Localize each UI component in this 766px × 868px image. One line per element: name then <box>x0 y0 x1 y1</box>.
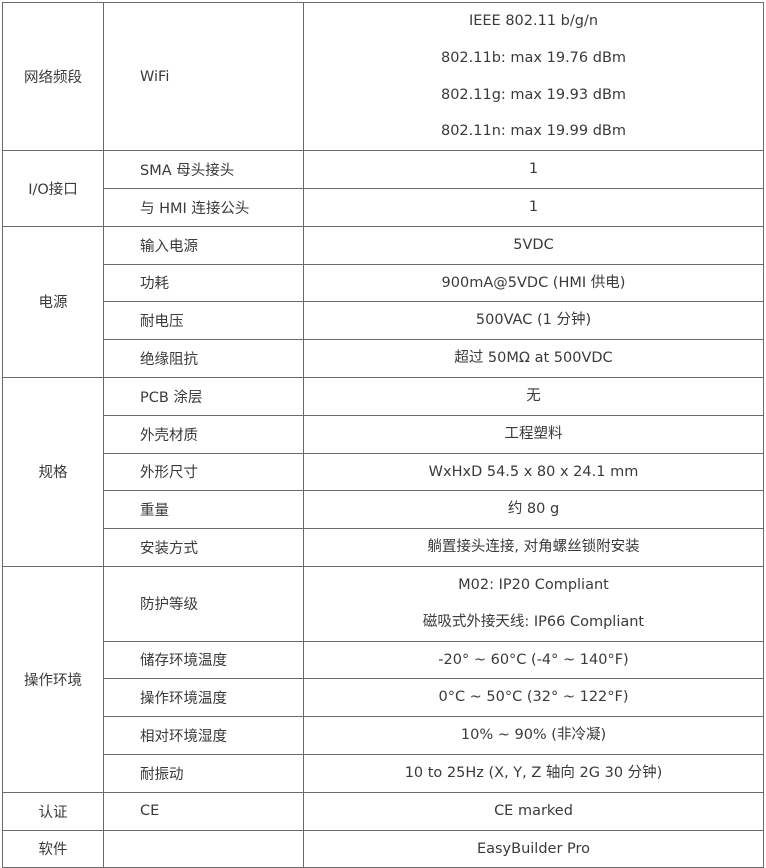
item-label: PCB 涂层 <box>103 376 304 416</box>
table-row: 软件 EasyBuilder Pro <box>2 829 764 868</box>
value-line: M02: IP20 Compliant <box>458 576 609 593</box>
table-row: 与 HMI 连接公头 1 <box>3 187 764 227</box>
table-row: 重量 约 80 g <box>3 490 764 530</box>
table-row: 耐振动 10 to 25Hz (X, Y, Z 轴向 2G 30 分钟) <box>3 753 764 793</box>
item-value: 躺置接头连接, 对角螺丝锁附安装 <box>303 528 764 567</box>
table-row: 操作环境温度 0°C ~ 50°C (32° ~ 122°F) <box>3 678 764 718</box>
value-line: 超过 50MΩ at 500VDC <box>454 350 613 367</box>
item-value: IEEE 802.11 b/g/n 802.11b: max 19.76 dBm 8… <box>303 1 764 152</box>
category-cell: 规格 <box>2 376 104 567</box>
item-value: 约 80 g <box>303 490 764 530</box>
item-label: 安装方式 <box>103 528 304 567</box>
table-row: 外壳材质 工程塑料 <box>3 414 764 454</box>
value-line: 无 <box>526 387 541 404</box>
category-cell: 认证 <box>2 791 104 831</box>
item-label: 与 HMI 连接公头 <box>103 187 304 227</box>
item-value: 0°C ~ 50°C (32° ~ 122°F) <box>303 678 764 718</box>
value-line: 0°C ~ 50°C (32° ~ 122°F) <box>438 689 629 706</box>
table-row: 规格 PCB 涂层 无 <box>2 376 764 567</box>
value-line: 1 <box>528 198 539 215</box>
item-label: 储存环境温度 <box>103 640 304 680</box>
value-line: 900mA@5VDC (HMI 供电) <box>441 274 626 291</box>
table-row: 储存环境温度 -20° ~ 60°C (-4° ~ 140°F) <box>3 640 764 680</box>
item-label: 耐电压 <box>103 301 304 341</box>
value-line: 10% ~ 90% (非冷凝) <box>460 727 607 744</box>
value-line: 1 <box>528 161 539 178</box>
value-line: -20° ~ 60°C (-4° ~ 140°F) <box>438 651 629 668</box>
item-value: 1 <box>303 187 764 227</box>
value-line: 约 80 g <box>507 501 560 518</box>
value-line: WxHxD 54.5 x 80 x 24.1 mm <box>428 463 639 480</box>
value-line: 躺置接头连接, 对角螺丝锁附安装 <box>427 539 640 556</box>
category-cell: 操作环境 <box>2 565 104 793</box>
item-label: 功耗 <box>103 263 304 303</box>
item-label: 外壳材质 <box>103 414 304 454</box>
value-line: 5VDC <box>513 236 554 253</box>
value-line: EasyBuilder Pro <box>476 840 591 857</box>
item-value: 10% ~ 90% (非冷凝) <box>303 716 764 755</box>
item-value: 900mA@5VDC (HMI 供电) <box>303 263 764 303</box>
category-cell: 电源 <box>2 225 104 378</box>
table-row: 电源 输入电源 5VDC <box>2 225 764 378</box>
item-value: 超过 50MΩ at 500VDC <box>303 339 764 378</box>
value-line: 802.11g: max 19.93 dBm <box>440 86 627 103</box>
item-value: 工程塑料 <box>303 414 764 454</box>
item-label: 重量 <box>103 490 304 530</box>
value-line: 500VAC (1 分钟) <box>475 312 592 329</box>
item-label: 相对环境湿度 <box>103 716 304 755</box>
table-row: 绝缘阻抗 超过 50MΩ at 500VDC <box>3 339 764 378</box>
item-value: -20° ~ 60°C (-4° ~ 140°F) <box>303 640 764 680</box>
item-label: 防护等级 <box>103 565 304 642</box>
table-row: 耐电压 500VAC (1 分钟) <box>3 301 764 341</box>
item-label: WiFi <box>103 1 304 152</box>
table-row: 网络频段 WiFi IEEE 802.11 b/g/n 802.11b: max 19… <box>2 1 764 152</box>
item-value: 1 <box>303 150 764 189</box>
item-label: 外形尺寸 <box>103 452 304 492</box>
item-value: WxHxD 54.5 x 80 x 24.1 mm <box>303 452 764 492</box>
value-line: IEEE 802.11 b/g/n <box>468 13 599 29</box>
table-row: 功耗 900mA@5VDC (HMI 供电) <box>3 263 764 303</box>
item-label: 绝缘阻抗 <box>103 339 304 378</box>
value-line: 802.11n: max 19.99 dBm <box>440 123 627 140</box>
value-line: 10 to 25Hz (X, Y, Z 轴向 2G 30 分钟) <box>404 764 663 781</box>
item-label: CE <box>103 791 304 831</box>
item-label: 输入电源 <box>103 225 304 265</box>
item-value: 无 <box>303 376 764 416</box>
table-row: I/O接口 SMA 母头接头 1 <box>2 150 764 227</box>
table-row: 相对环境湿度 10% ~ 90% (非冷凝) <box>3 716 764 755</box>
item-label <box>103 829 304 868</box>
item-label: 操作环境温度 <box>103 678 304 718</box>
item-value: 500VAC (1 分钟) <box>303 301 764 341</box>
value-line: 工程塑料 <box>504 425 563 442</box>
table-row: 外形尺寸 WxHxD 54.5 x 80 x 24.1 mm <box>3 452 764 492</box>
table-row: 安装方式 躺置接头连接, 对角螺丝锁附安装 <box>3 528 764 567</box>
table-row: 认证 CE CE marked <box>2 791 764 831</box>
item-value: M02: IP20 Compliant 磁吸式外接天线: IP66 Complia… <box>303 565 764 642</box>
category-cell: 软件 <box>2 829 104 868</box>
item-label: SMA 母头接头 <box>103 150 304 189</box>
item-value: 10 to 25Hz (X, Y, Z 轴向 2G 30 分钟) <box>303 753 764 793</box>
value-line: 802.11b: max 19.76 dBm <box>440 49 627 66</box>
item-value: CE marked <box>303 791 764 831</box>
category-cell: 网络频段 <box>2 1 104 152</box>
table-row: 操作环境 防护等级 M02: IP20 Compliant 磁吸式外接天线: IP66… <box>2 565 764 793</box>
category-cell: I/O接口 <box>2 150 104 227</box>
value-line: 磁吸式外接天线: IP66 Compliant <box>422 613 645 630</box>
item-value: 5VDC <box>303 225 764 265</box>
item-value: EasyBuilder Pro <box>303 829 764 868</box>
item-label: 耐振动 <box>103 753 304 793</box>
value-line: CE marked <box>494 802 573 819</box>
